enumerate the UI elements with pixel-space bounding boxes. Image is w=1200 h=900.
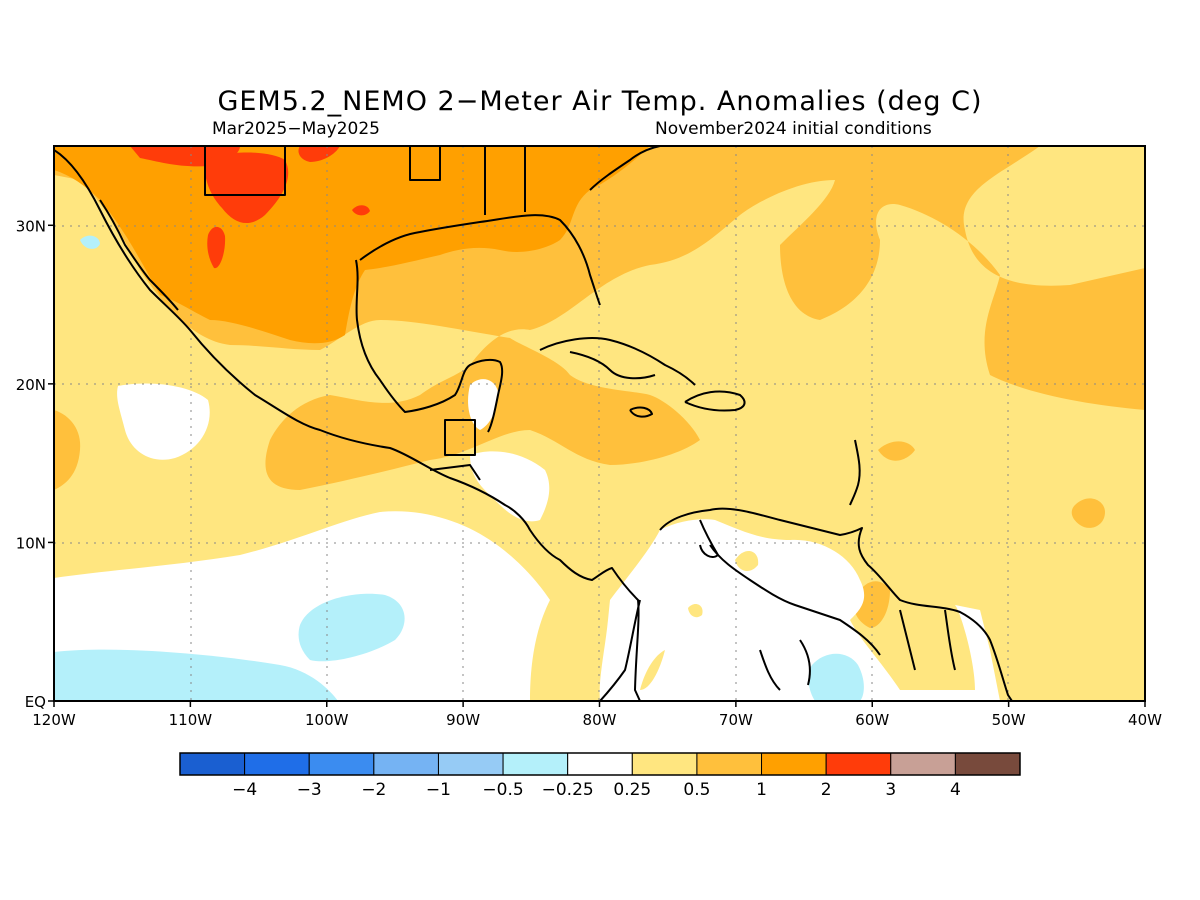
field-cool-pacific-mid xyxy=(298,593,405,662)
axis-ticks: 120W 110W 100W 90W 80W 70W 60W 50W 40W EQ 10N 20N 30… xyxy=(16,217,1162,729)
colorbar-label: −3 xyxy=(297,780,322,800)
field-neutral-guyana-hole xyxy=(735,550,759,572)
field-1-2-north-america xyxy=(54,146,650,344)
y-tick-label: 30N xyxy=(16,217,46,235)
colorbar-label: −2 xyxy=(361,780,386,800)
colorbar: −4 −3 −2 −1 −0.5 −0.25 0.25 0.5 1 2 3 4 xyxy=(179,752,1021,800)
colorbar-swatch xyxy=(761,752,827,776)
colorbar-label: −4 xyxy=(232,780,257,800)
field-0.5-1-west xyxy=(54,410,81,490)
x-tick-label: 40W xyxy=(1128,711,1162,729)
colorbar-swatch xyxy=(954,752,1021,776)
field-0.5-1-spot xyxy=(878,441,915,461)
field-neutral-pacific-north xyxy=(117,383,210,460)
colorbar-swatch xyxy=(631,752,698,776)
field-0.5-1-east-spot xyxy=(1071,498,1105,528)
field-cool-pacific-south xyxy=(54,649,338,701)
colorbar-label: 0.25 xyxy=(613,780,651,800)
colorbar-swatch xyxy=(437,752,504,776)
colorbar-swatch xyxy=(567,752,633,776)
colorbar-swatch xyxy=(696,752,763,776)
colorbar-label: 0.5 xyxy=(683,780,710,800)
initial-conditions: November2024 initial conditions xyxy=(655,119,932,139)
field-neutral-yucatan xyxy=(468,379,498,430)
x-tick-label: 50W xyxy=(992,711,1026,729)
colorbar-label: −0.5 xyxy=(482,780,523,800)
x-tick-label: 90W xyxy=(446,711,480,729)
forecast-season: Mar2025−May2025 xyxy=(212,119,380,139)
x-tick-label: 120W xyxy=(32,711,76,729)
colorbar-swatch xyxy=(179,752,246,776)
colorbar-label: 4 xyxy=(950,780,961,800)
field-2-3-texas-spot xyxy=(352,205,370,216)
field-2-3-mexico-spot xyxy=(207,226,226,269)
field-cool-baja xyxy=(80,235,100,249)
colorbar-swatch xyxy=(244,752,310,776)
x-tick-label: 100W xyxy=(305,711,349,729)
field-neutral-central-america xyxy=(470,451,550,522)
colorbar-swatch xyxy=(502,752,569,776)
field-neutral-colombia-hole xyxy=(640,650,665,690)
field-cool-amazon xyxy=(808,653,864,701)
y-tick-label: EQ xyxy=(25,693,46,711)
colorbar-frame xyxy=(179,752,1021,776)
colorbar-swatch xyxy=(308,752,375,776)
x-tick-label: 110W xyxy=(169,711,213,729)
field-neutral-venezuela-hole xyxy=(688,604,703,618)
anomaly-fields xyxy=(54,146,1145,701)
x-tick-label: 70W xyxy=(719,711,753,729)
colorbar-label: 3 xyxy=(885,780,896,800)
x-tick-label: 80W xyxy=(583,711,617,729)
colorbar-label: −0.25 xyxy=(542,780,594,800)
colorbar-label: 1 xyxy=(756,780,767,800)
lat-lon-grid xyxy=(54,146,1145,701)
colorbar-swatch xyxy=(890,752,956,776)
colorbar-swatch xyxy=(825,752,892,776)
field-1-2-caribbean-hole xyxy=(473,273,531,316)
colorbar-label: 2 xyxy=(821,780,832,800)
coastlines xyxy=(54,146,1013,701)
field-2-3-usa xyxy=(204,152,289,224)
field-2-3-usa-east xyxy=(298,146,340,162)
field-neutral-south-america xyxy=(599,519,1000,701)
colorbar-swatch xyxy=(373,752,439,776)
x-tick-label: 60W xyxy=(855,711,889,729)
y-tick-label: 20N xyxy=(16,376,46,394)
colorbar-label: −1 xyxy=(426,780,451,800)
map-title: GEM5.2_NEMO 2−Meter Air Temp. Anomalies … xyxy=(217,86,983,117)
y-tick-label: 10N xyxy=(16,534,46,552)
